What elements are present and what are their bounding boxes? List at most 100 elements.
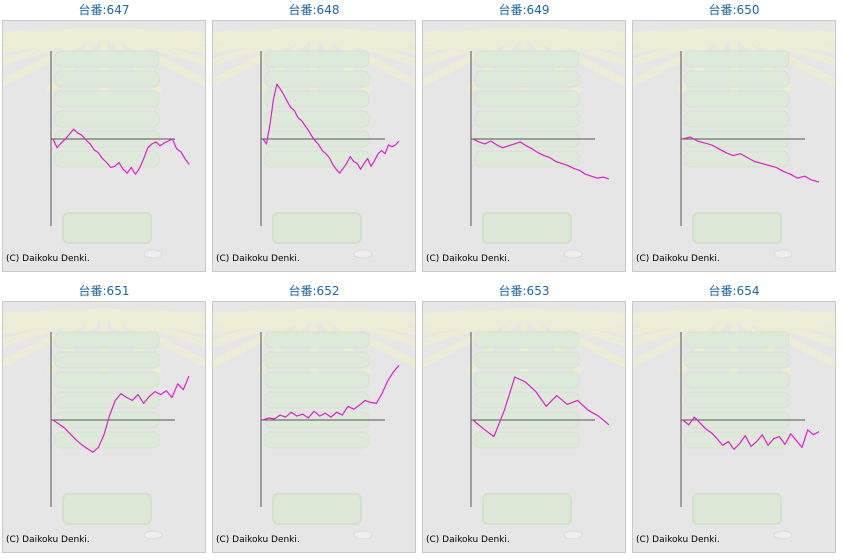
- stack-shape: [474, 150, 580, 168]
- coin-shape: [773, 530, 793, 540]
- coin-shape: [143, 530, 163, 540]
- stack-shape: [474, 110, 580, 128]
- machine-number-label[interactable]: 台番:654: [708, 284, 760, 298]
- stack-shape: [54, 50, 160, 68]
- stack-shape: [264, 391, 370, 409]
- glow-ray: [633, 308, 738, 320]
- glow-ray: [100, 308, 205, 347]
- machine-chart-cell: 台番:648 (C) Daikoku Denki.: [212, 0, 416, 272]
- stack-shape: [264, 431, 370, 449]
- data-series-line: [682, 416, 820, 450]
- machine-number-label[interactable]: 台番:647: [78, 3, 130, 17]
- background-artwork: [423, 27, 625, 259]
- data-series-line: [262, 364, 400, 421]
- stack-shape: [264, 90, 370, 108]
- background-artwork: [3, 308, 205, 540]
- machine-number-label[interactable]: 台番:650: [708, 3, 760, 17]
- stack-shape: [264, 50, 370, 68]
- glow-ray: [213, 308, 318, 320]
- background-artwork: [213, 27, 415, 259]
- machine-number-label[interactable]: 台番:649: [498, 3, 550, 17]
- chart-svg: [423, 308, 625, 540]
- tray-shape: [62, 212, 152, 244]
- tray-shape: [692, 212, 782, 244]
- stack-shape: [684, 371, 790, 389]
- stack-shape: [684, 90, 790, 108]
- glow-ray: [730, 27, 835, 66]
- chart-panel: (C) Daikoku Denki.: [422, 301, 626, 553]
- chart-panel: (C) Daikoku Denki.: [2, 301, 206, 553]
- glow-ray: [100, 27, 205, 66]
- tray-shape: [272, 493, 362, 525]
- chart-svg: [633, 308, 835, 540]
- stack-shape: [474, 50, 580, 68]
- glow-ray: [423, 308, 528, 320]
- data-series-line: [52, 128, 190, 175]
- copyright-text: (C) Daikoku Denki.: [216, 254, 300, 264]
- data-series-line: [472, 376, 610, 438]
- stack-shape: [264, 331, 370, 349]
- chart-svg: [213, 27, 415, 259]
- chart-svg: [3, 308, 205, 540]
- stack-shape: [474, 371, 580, 389]
- machine-chart-cell: 台番:647 (C) Daikoku Denki.: [2, 0, 206, 272]
- tray-shape: [272, 212, 362, 244]
- copyright-text: (C) Daikoku Denki.: [6, 535, 90, 545]
- chart-panel: (C) Daikoku Denki.: [422, 20, 626, 272]
- machine-chart-cell: 台番:652 (C) Daikoku Denki.: [212, 281, 416, 553]
- stack-shape: [474, 431, 580, 449]
- data-series-line: [682, 136, 820, 183]
- stack-shape: [54, 90, 160, 108]
- background-artwork: [633, 308, 835, 540]
- tray-shape: [482, 493, 572, 525]
- copyright-text: (C) Daikoku Denki.: [636, 254, 720, 264]
- chart-svg: [3, 27, 205, 259]
- coin-shape: [563, 249, 583, 259]
- coin-shape: [773, 249, 793, 259]
- stack-shape: [264, 351, 370, 369]
- machine-chart-cell: 台番:653 (C) Daikoku Denki.: [422, 281, 626, 553]
- glow-ray: [520, 308, 625, 347]
- machine-number-label[interactable]: 台番:651: [78, 284, 130, 298]
- machine-number-label[interactable]: 台番:653: [498, 284, 550, 298]
- stack-shape: [54, 70, 160, 88]
- coin-shape: [353, 530, 373, 540]
- data-series-line: [262, 83, 400, 174]
- tray-shape: [482, 212, 572, 244]
- coin-shape: [353, 249, 373, 259]
- data-series-line: [472, 138, 610, 180]
- coin-shape: [143, 249, 163, 259]
- chart-svg: [213, 308, 415, 540]
- stack-shape: [54, 351, 160, 369]
- chart-panel: (C) Daikoku Denki.: [632, 20, 836, 272]
- glow-ray: [310, 308, 415, 347]
- stack-shape: [474, 331, 580, 349]
- machine-chart-cell: 台番:649 (C) Daikoku Denki.: [422, 0, 626, 272]
- chart-panel: (C) Daikoku Denki.: [632, 301, 836, 553]
- machine-number-label[interactable]: 台番:652: [288, 284, 340, 298]
- machine-number-label[interactable]: 台番:648: [288, 3, 340, 17]
- stack-shape: [54, 371, 160, 389]
- glow-ray: [3, 308, 108, 320]
- copyright-text: (C) Daikoku Denki.: [636, 535, 720, 545]
- stack-shape: [54, 110, 160, 128]
- stack-shape: [264, 371, 370, 389]
- stack-shape: [54, 391, 160, 409]
- stack-shape: [684, 331, 790, 349]
- stack-shape: [684, 351, 790, 369]
- copyright-text: (C) Daikoku Denki.: [216, 535, 300, 545]
- stack-shape: [54, 150, 160, 168]
- copyright-text: (C) Daikoku Denki.: [426, 535, 510, 545]
- tray-shape: [692, 493, 782, 525]
- glow-ray: [423, 27, 528, 39]
- stack-shape: [474, 90, 580, 108]
- stack-shape: [684, 110, 790, 128]
- background-artwork: [423, 308, 625, 540]
- glow-ray: [520, 27, 625, 66]
- stack-shape: [684, 150, 790, 168]
- stack-shape: [474, 70, 580, 88]
- stack-shape: [264, 70, 370, 88]
- machine-chart-cell: 台番:650 (C) Daikoku Denki.: [632, 0, 836, 272]
- chart-svg: [633, 27, 835, 259]
- glow-ray: [3, 27, 108, 39]
